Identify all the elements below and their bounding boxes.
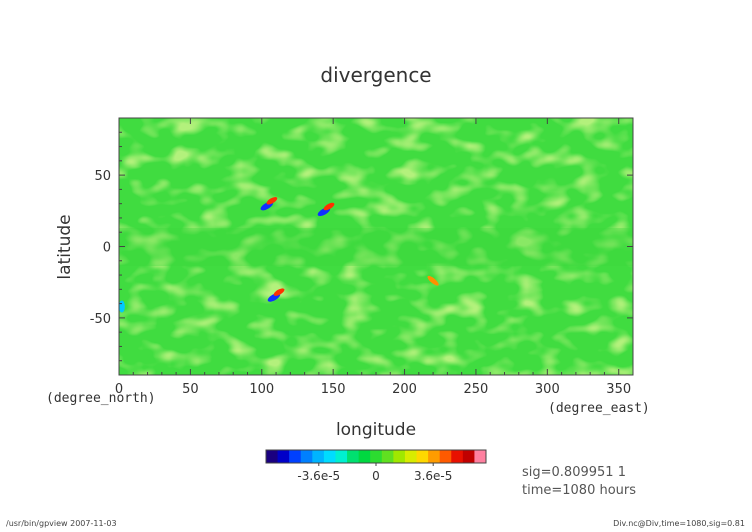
- x-tick-label: 50: [182, 382, 199, 397]
- y-axis-unit: (degree_north): [46, 391, 156, 406]
- footer-left: /usr/bin/gpview 2007-11-03: [6, 519, 117, 528]
- colorbar-swatch: [451, 450, 464, 463]
- x-axis-unit: (degree_east): [548, 401, 650, 416]
- feature-positive-lobe: [323, 202, 335, 211]
- y-axis-label: latitude: [55, 214, 75, 279]
- footer-right: Div.nc@Div,time=1080,sig=0.81: [613, 519, 745, 528]
- x-axis-label: longitude: [336, 420, 416, 440]
- feature-positive: [427, 275, 439, 286]
- colorbar-tick-label: 3.6e-5: [414, 469, 452, 483]
- colorbar-tick-label: -3.6e-5: [297, 469, 340, 483]
- colorbar-swatch: [428, 450, 441, 463]
- y-tick-label: -50: [90, 312, 111, 327]
- colorbar-swatch: [347, 450, 360, 463]
- x-axis: 0 50 100 150 200 250 300 350: [115, 118, 631, 397]
- x-tick-label: 250: [464, 382, 489, 397]
- chart-title: divergence: [320, 63, 431, 87]
- colorbar-swatch: [312, 450, 325, 463]
- x-tick-label: 0: [115, 382, 123, 397]
- colorbar-swatch: [323, 450, 336, 463]
- x-tick-label: 200: [392, 382, 417, 397]
- colorbar: -3.6e-5 0 3.6e-5: [265, 449, 487, 483]
- y-tick-label: 0: [103, 241, 111, 256]
- plot-area: [118, 117, 634, 376]
- colorbar-swatch: [439, 450, 452, 463]
- colorbar-swatch: [335, 450, 348, 463]
- colorbar-swatch: [266, 450, 279, 463]
- time-label: time=1080 hours: [522, 483, 636, 498]
- feature-positive-lobe: [266, 197, 278, 205]
- colorbar-swatch: [300, 450, 313, 463]
- colorbar-swatch: [393, 450, 406, 463]
- feature-negative: [118, 300, 125, 313]
- x-tick-label: 350: [606, 382, 631, 397]
- colorbar-swatch: [404, 450, 418, 463]
- sig-label: sig=0.809951 1: [522, 465, 626, 480]
- feature-positive-lobe: [273, 288, 285, 296]
- x-tick-label: 100: [249, 382, 274, 397]
- colorbar-swatch: [474, 450, 487, 463]
- colorbar-swatch: [358, 450, 371, 463]
- colorbar-swatch: [381, 450, 394, 463]
- x-tick-label: 150: [321, 382, 346, 397]
- colorbar-tick-label: 0: [372, 469, 380, 483]
- field-texture: [119, 118, 633, 375]
- colorbar-swatch: [370, 450, 383, 463]
- y-tick-label: 50: [94, 169, 111, 184]
- colorbar-swatch: [277, 450, 290, 463]
- equator-band: [119, 228, 633, 266]
- x-tick-label: 300: [535, 382, 560, 397]
- colorbar-swatch: [289, 450, 302, 463]
- colorbar-swatch: [416, 450, 429, 463]
- y-axis: 50 0 -50: [90, 131, 633, 362]
- colorbar-swatch: [462, 450, 475, 463]
